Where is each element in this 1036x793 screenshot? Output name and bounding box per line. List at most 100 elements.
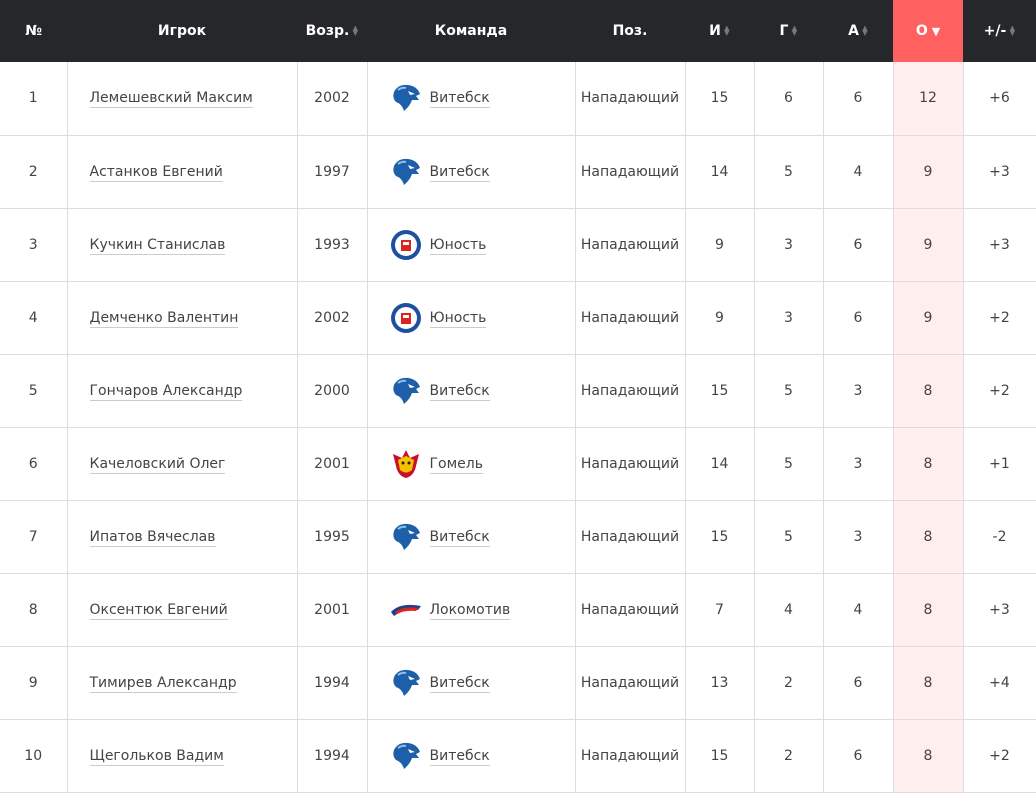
team-link[interactable]: Юность xyxy=(429,236,487,255)
cell-plus-minus: +2 xyxy=(963,719,1036,793)
cell-player: Астанков Евгений xyxy=(67,135,298,209)
column-header-plus-minus[interactable]: +/- ▲ ▼ xyxy=(963,0,1036,62)
cell-player: Кучкин Станислав xyxy=(67,208,298,282)
team-link[interactable]: Витебск xyxy=(429,382,490,401)
cell-assists: 3 xyxy=(823,500,894,574)
cell-assists: 4 xyxy=(823,573,894,647)
cell-games: 9 xyxy=(685,281,755,355)
cell-goals: 3 xyxy=(754,208,824,282)
team-link[interactable]: Витебск xyxy=(429,90,490,109)
sort-icon[interactable]: ▲ ▼ xyxy=(862,24,868,37)
team-link[interactable]: Юность xyxy=(429,309,487,328)
cell-position: Нападающий xyxy=(575,573,686,647)
player-link[interactable]: Щегольков Вадим xyxy=(89,747,224,766)
column-header-year[interactable]: Возр. ▲ ▼ xyxy=(297,0,367,62)
player-link[interactable]: Лемешевский Максим xyxy=(89,90,253,109)
cell-position: Нападающий xyxy=(575,135,686,209)
cell-number: 10 xyxy=(0,719,68,793)
cell-points: 8 xyxy=(893,354,964,428)
sort-icon[interactable]: ▲ ▼ xyxy=(791,24,798,37)
cell-goals: 5 xyxy=(754,354,824,428)
cell-points: 9 xyxy=(893,135,964,209)
cell-goals: 3 xyxy=(754,281,824,355)
cell-plus-minus: -2 xyxy=(963,500,1036,574)
cell-year: 2001 xyxy=(297,427,368,501)
column-header-games[interactable]: И ▲ ▼ xyxy=(685,0,754,62)
sort-icon[interactable]: ▲ ▼ xyxy=(724,24,730,37)
column-header-assists[interactable]: А ▲ ▼ xyxy=(823,0,893,62)
player-link[interactable]: Ипатов Вячеслав xyxy=(89,528,216,547)
team-link[interactable]: Витебск xyxy=(429,163,490,182)
cell-assists: 6 xyxy=(823,281,894,355)
column-label: Возр. xyxy=(305,23,350,39)
player-link[interactable]: Демченко Валентин xyxy=(89,309,239,328)
player-link[interactable]: Оксентюк Евгений xyxy=(89,601,228,620)
cell-year: 1997 xyxy=(297,135,368,209)
cell-team: Витебск xyxy=(367,135,576,209)
team-link[interactable]: Витебск xyxy=(429,747,490,766)
cell-assists: 6 xyxy=(823,62,894,136)
table-row: 4 Демченко Валентин 2002 Юность Нападающий 9 3… xyxy=(0,281,1036,355)
player-link[interactable]: Тимирев Александр xyxy=(89,674,237,693)
column-label: Г xyxy=(779,23,789,39)
cell-points: 9 xyxy=(893,281,964,355)
team-link[interactable]: Витебск xyxy=(429,528,490,547)
cell-number: 1 xyxy=(0,62,68,136)
column-header-player: Игрок xyxy=(67,0,297,62)
cell-player: Гончаров Александр xyxy=(67,354,298,428)
column-header-goals[interactable]: Г ▲ ▼ xyxy=(754,0,823,62)
cell-number: 7 xyxy=(0,500,68,574)
team-logo-icon xyxy=(390,375,422,407)
cell-assists: 4 xyxy=(823,135,894,209)
cell-games: 9 xyxy=(685,208,755,282)
cell-plus-minus: +6 xyxy=(963,62,1036,136)
cell-goals: 5 xyxy=(754,135,824,209)
table-row: 2 Астанков Евгений 1997 Витебск Нападающий 14… xyxy=(0,135,1036,209)
cell-goals: 4 xyxy=(754,573,824,647)
team-logo-icon xyxy=(390,448,422,480)
cell-player: Щегольков Вадим xyxy=(67,719,298,793)
cell-points: 8 xyxy=(893,719,964,793)
sort-icon[interactable]: ▲ ▼ xyxy=(1009,24,1016,37)
cell-points: 9 xyxy=(893,208,964,282)
cell-position: Нападающий xyxy=(575,208,686,282)
player-link[interactable]: Качеловский Олег xyxy=(89,455,226,474)
cell-plus-minus: +3 xyxy=(963,208,1036,282)
cell-player: Демченко Валентин xyxy=(67,281,298,355)
sort-icon[interactable]: ▲ ▼ xyxy=(352,24,359,37)
table-header: № Игрок Возр. ▲ ▼ Команда Поз. И ▲ ▼ Г ▲ ▼ А ▲ ▼ О ▼ +/- ▲ ▼ xyxy=(0,0,1036,62)
cell-number: 8 xyxy=(0,573,68,647)
column-header-points[interactable]: О ▼ xyxy=(893,0,963,62)
team-link[interactable]: Локомотив xyxy=(429,601,511,620)
team-link[interactable]: Гомель xyxy=(429,455,483,474)
column-label: И xyxy=(709,23,721,39)
team-logo-icon xyxy=(390,740,422,772)
cell-position: Нападающий xyxy=(575,427,686,501)
cell-games: 14 xyxy=(685,135,755,209)
cell-goals: 2 xyxy=(754,719,824,793)
cell-year: 1994 xyxy=(297,646,368,720)
column-label: О xyxy=(915,23,928,39)
column-header-team: Команда xyxy=(367,0,575,62)
cell-year: 1993 xyxy=(297,208,368,282)
table-row: 7 Ипатов Вячеслав 1995 Витебск Нападающий 15 5… xyxy=(0,500,1036,574)
team-logo-icon xyxy=(390,521,422,553)
cell-games: 15 xyxy=(685,62,755,136)
column-label: +/- xyxy=(983,23,1007,39)
team-logo-icon xyxy=(390,229,422,261)
player-link[interactable]: Кучкин Станислав xyxy=(89,236,226,255)
table-row: 9 Тимирев Александр 1994 Витебск Нападающий 1… xyxy=(0,646,1036,720)
player-link[interactable]: Астанков Евгений xyxy=(89,163,223,182)
cell-team: Витебск xyxy=(367,354,576,428)
cell-plus-minus: +3 xyxy=(963,135,1036,209)
player-link[interactable]: Гончаров Александр xyxy=(89,382,243,401)
sort-desc-icon[interactable]: ▼ xyxy=(931,25,941,38)
cell-games: 15 xyxy=(685,500,755,574)
cell-number: 9 xyxy=(0,646,68,720)
cell-games: 15 xyxy=(685,719,755,793)
cell-player: Ипатов Вячеслав xyxy=(67,500,298,574)
cell-goals: 6 xyxy=(754,62,824,136)
team-link[interactable]: Витебск xyxy=(429,674,490,693)
cell-position: Нападающий xyxy=(575,719,686,793)
cell-number: 6 xyxy=(0,427,68,501)
